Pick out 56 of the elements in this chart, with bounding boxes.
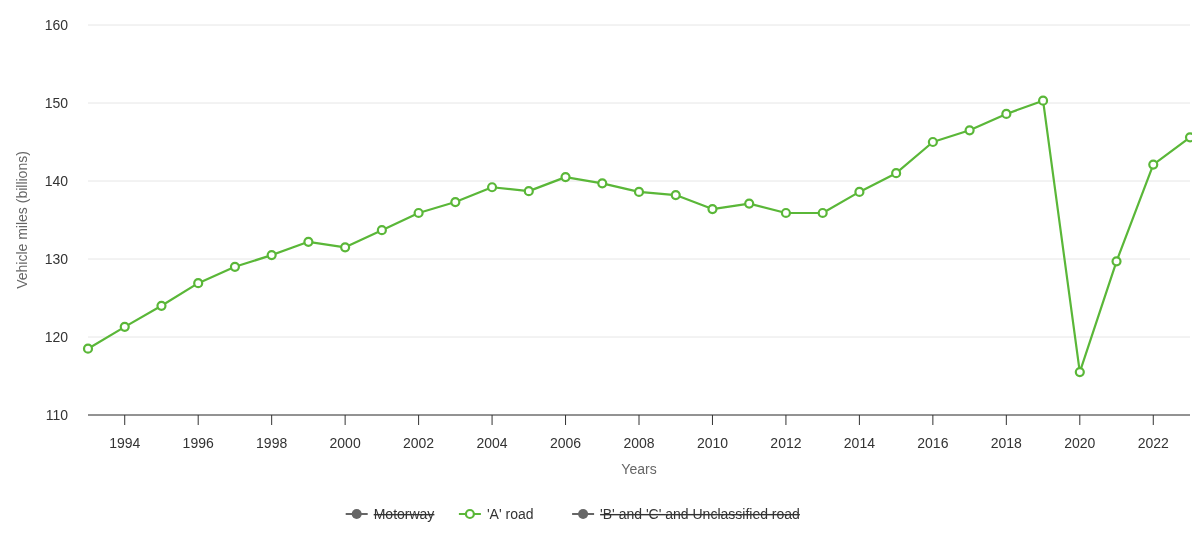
x-tick-label: 2014 (843, 435, 876, 451)
x-tick-label: 2018 (990, 435, 1023, 451)
x-tick-label: 2002 (403, 435, 435, 451)
point (1037, 95, 1049, 106)
point (119, 321, 130, 332)
point (633, 186, 645, 197)
point (891, 168, 902, 179)
point (1001, 108, 1012, 119)
point (817, 207, 828, 219)
point (1148, 159, 1159, 170)
point (193, 278, 204, 289)
y-tick-label: 140 (44, 173, 69, 189)
x-tick-label: 2012 (770, 435, 802, 451)
point (156, 300, 167, 311)
point (486, 182, 498, 193)
legend-label: Motorway (373, 506, 435, 522)
y-tick-label: 110 (45, 407, 69, 423)
point (744, 198, 755, 209)
x-tick-label: 2016 (917, 435, 949, 451)
legend-label: 'A' road (486, 506, 534, 522)
point (854, 186, 865, 197)
x-tick-label: 1996 (182, 435, 214, 451)
x-tick-label: 2000 (329, 435, 361, 451)
point (340, 242, 351, 253)
x-tick-label: 2020 (1064, 435, 1096, 451)
point (82, 343, 94, 354)
point (560, 172, 571, 183)
y-tick-label: 130 (44, 251, 69, 267)
point (303, 236, 314, 247)
x-tick-label: 1994 (109, 435, 141, 451)
point (927, 136, 938, 148)
y-tick-label: 160 (44, 17, 69, 33)
point (523, 186, 534, 197)
point (670, 189, 681, 201)
x-tick-label: 2008 (623, 435, 655, 451)
point (780, 207, 792, 219)
y-tick-label: 150 (44, 95, 69, 111)
point (707, 204, 718, 215)
point (376, 225, 387, 236)
x-tick-label: 2010 (696, 435, 729, 451)
x-tick-label: 2006 (549, 435, 582, 451)
x-axis-title: Years (621, 461, 657, 477)
x-tick-label: 2022 (1137, 435, 1170, 451)
point (229, 261, 241, 272)
y-axis-title: Vehicle miles (billions) (14, 151, 30, 289)
point (1074, 367, 1085, 378)
y-tick-label: 120 (44, 329, 69, 345)
x-tick-label: 1998 (256, 435, 288, 451)
x-tick-label: 2004 (476, 435, 508, 451)
point (1111, 256, 1122, 267)
point (597, 178, 608, 189)
point (964, 125, 975, 136)
point (266, 250, 277, 261)
point (413, 207, 424, 219)
legend-label: 'B' and 'C' and Unclassified road (600, 506, 800, 522)
point (450, 196, 461, 208)
